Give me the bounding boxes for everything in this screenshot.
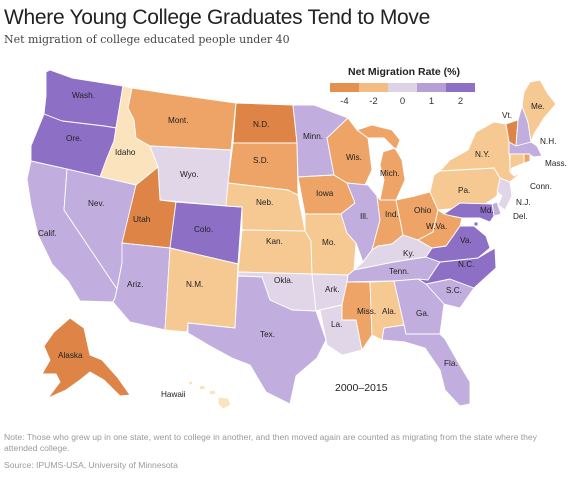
state-label-fl: Fla. bbox=[444, 359, 458, 368]
state-label-nm: N.M. bbox=[186, 280, 203, 289]
state-label-nj: N.J. bbox=[516, 198, 531, 207]
state-ri bbox=[523, 153, 531, 164]
state-label-de: Del. bbox=[513, 212, 528, 221]
state-label-wv: W.Va. bbox=[426, 222, 447, 231]
state-label-ct: Conn. bbox=[530, 182, 552, 191]
state-me bbox=[521, 79, 557, 143]
state-label-ky: Ky. bbox=[403, 249, 414, 258]
state-label-ny: N.Y. bbox=[475, 150, 490, 159]
state-label-nh: N.H. bbox=[540, 137, 556, 146]
state-label-ms: Miss. bbox=[357, 307, 376, 316]
state-label-mo: Mo. bbox=[322, 238, 336, 247]
time-period-label: 2000–2015 bbox=[335, 382, 388, 394]
legend-swatch-0 bbox=[330, 83, 359, 92]
state-wi bbox=[326, 117, 373, 186]
state-label-tx: Tex. bbox=[260, 330, 275, 339]
state-label-ut: Utah bbox=[133, 215, 151, 224]
legend-swatch-3 bbox=[417, 83, 446, 92]
state-label-nd: N.D. bbox=[253, 120, 269, 129]
state-label-sc: S.C. bbox=[446, 286, 462, 295]
state-label-nv: Nev. bbox=[88, 199, 104, 208]
state-label-ca: Calif. bbox=[38, 229, 57, 238]
state-label-ok: Okla. bbox=[274, 276, 293, 285]
state-ak bbox=[41, 317, 131, 399]
state-label-ak: Alaska bbox=[58, 351, 83, 360]
state-label-oh: Ohio bbox=[414, 206, 432, 215]
state-label-wa: Wash. bbox=[72, 91, 95, 100]
state-md bbox=[443, 202, 495, 223]
state-label-la: La. bbox=[331, 320, 342, 329]
state-label-ar: Ark. bbox=[325, 285, 340, 294]
state-co bbox=[169, 201, 243, 265]
legend-tick-1: -2 bbox=[369, 96, 378, 107]
state-label-va: Va. bbox=[460, 236, 472, 245]
legend-tick-2: 0 bbox=[399, 96, 406, 107]
state-label-hi: Hawaii bbox=[161, 390, 186, 399]
state-label-ga: Ga. bbox=[416, 309, 429, 318]
state-nj bbox=[496, 177, 513, 211]
state-fl bbox=[381, 324, 471, 407]
legend-tick-0: -4 bbox=[340, 96, 349, 107]
state-label-mn: Minn. bbox=[303, 132, 323, 141]
state-label-in: Ind. bbox=[385, 210, 399, 219]
state-label-al: Ala. bbox=[382, 307, 396, 316]
state-label-pa: Pa. bbox=[458, 186, 470, 195]
map-legend: Net Migration Rate (%) -4 -2 0 1 2 bbox=[330, 66, 505, 116]
footnote: Note: Those who grew up in one state, we… bbox=[4, 432, 537, 453]
state-label-md: Md. bbox=[480, 206, 494, 215]
state-ct bbox=[509, 153, 525, 173]
state-label-or: Ore. bbox=[66, 134, 82, 143]
state-label-ks: Kan. bbox=[266, 237, 283, 246]
state-label-az: Ariz. bbox=[127, 280, 143, 289]
legend-tick-3: 1 bbox=[428, 96, 435, 107]
state-label-id: Idaho bbox=[115, 148, 136, 157]
legend-swatch-4 bbox=[446, 83, 475, 92]
us-choropleth-map: Wash. Ore. Calif. Idaho Nev. Mont. Wyo. … bbox=[26, 69, 567, 410]
state-label-ne: Neb. bbox=[256, 198, 273, 207]
state-label-me: Me. bbox=[531, 102, 545, 111]
state-hi bbox=[187, 380, 232, 410]
state-label-co: Colo. bbox=[194, 225, 213, 234]
state-label-wy: Wyo. bbox=[180, 170, 199, 179]
state-dc bbox=[473, 221, 479, 227]
state-label-tn: Tenn. bbox=[389, 267, 409, 276]
legend-tick-4: 2 bbox=[457, 96, 464, 107]
state-label-ma: Mass. bbox=[545, 159, 567, 168]
state-label-il: Ill. bbox=[360, 212, 368, 221]
state-label-mt: Mont. bbox=[168, 116, 188, 125]
page-title: Where Young College Graduates Tend to Mo… bbox=[4, 6, 430, 29]
legend-swatch-1 bbox=[359, 83, 388, 92]
state-tx bbox=[187, 275, 327, 405]
state-label-nc: N.C. bbox=[458, 260, 474, 269]
page-subtitle: Net migration of college educated people… bbox=[4, 33, 290, 46]
state-label-ia: Iowa bbox=[316, 189, 334, 198]
legend-title: Net Migration Rate (%) bbox=[348, 66, 461, 78]
state-label-mi: Mich. bbox=[380, 169, 400, 178]
state-label-vt: Vt. bbox=[502, 111, 512, 120]
source-line: Source: IPUMS-USA, University of Minneso… bbox=[4, 460, 178, 470]
legend-swatch-2 bbox=[388, 83, 417, 92]
state-label-sd: S.D. bbox=[253, 156, 269, 165]
state-label-wi: Wis. bbox=[346, 153, 362, 162]
